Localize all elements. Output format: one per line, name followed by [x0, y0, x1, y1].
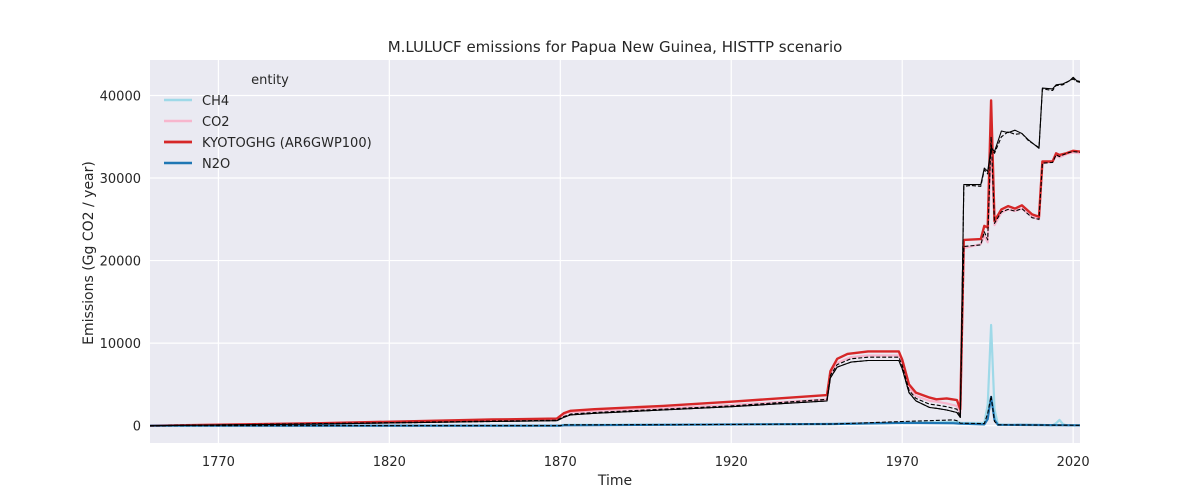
y-tick-label: 30000 — [100, 172, 141, 187]
x-tick-label: 2020 — [1057, 455, 1090, 470]
y-tick-label: 20000 — [100, 255, 141, 270]
x-axis-title: Time — [597, 473, 632, 489]
y-axis-title: Emissions (Gg CO2 / year) — [81, 161, 97, 345]
reference-line — [150, 395, 1080, 427]
y-tick-label: 40000 — [100, 89, 141, 104]
legend: entity CH4 CO2 KYOTOGHG (AR6GWP100) N2O — [164, 73, 372, 172]
chart-title: M.LULUCF emissions for Papua New Guinea,… — [388, 38, 843, 56]
x-tick-label: 1770 — [202, 455, 235, 470]
legend-label: CH4 — [202, 94, 229, 109]
x-tick-label: 1820 — [373, 455, 406, 470]
plot-area — [150, 60, 1080, 443]
x-tick-label: 1870 — [544, 455, 577, 470]
series-lines — [150, 76, 1080, 427]
x-tick-label: 1970 — [886, 455, 919, 470]
axis-ticks: 1770 1820 1870 1920 1970 2020 0 10000 20000 30000… — [100, 89, 1090, 470]
x-tick-label: 1920 — [715, 455, 748, 470]
legend-title: entity — [251, 73, 289, 88]
reference-line — [150, 76, 1080, 427]
legend-label: CO2 — [202, 115, 230, 130]
legend-label: N2O — [202, 157, 230, 172]
y-tick-label: 0 — [133, 420, 141, 435]
legend-label: KYOTOGHG (AR6GWP100) — [202, 136, 372, 151]
y-tick-label: 10000 — [100, 337, 141, 352]
reference-line — [150, 136, 1080, 427]
